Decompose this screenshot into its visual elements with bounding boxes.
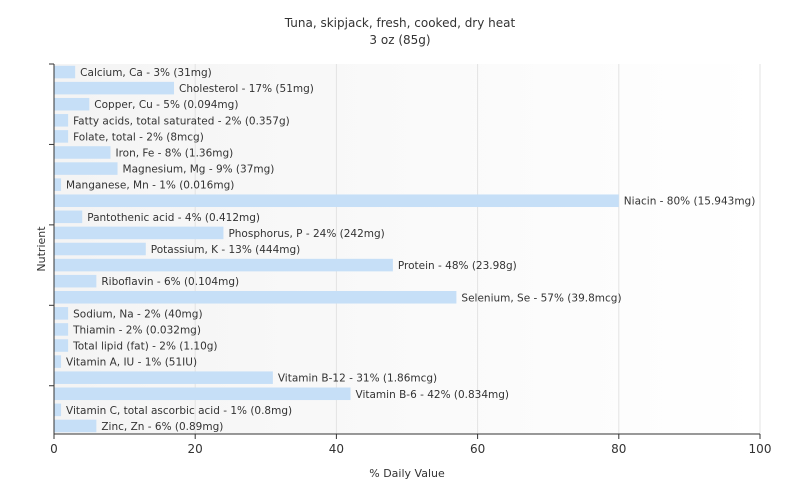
bar-label: Zinc, Zn - 6% (0.89mg)	[101, 421, 223, 433]
bar-label: Selenium, Se - 57% (39.8mcg)	[461, 292, 621, 304]
bar-label: Sodium, Na - 2% (40mg)	[73, 308, 202, 320]
bar-label: Calcium, Ca - 3% (31mg)	[80, 67, 212, 79]
bar-label: Copper, Cu - 5% (0.094mg)	[94, 99, 238, 111]
axes: 0 20 40 60 80 100	[49, 63, 772, 456]
bar-label: Iron, Fe - 8% (1.36mg)	[115, 147, 233, 159]
bar	[54, 130, 69, 143]
x-tick-label: 20	[188, 442, 203, 456]
y-axis-title: Nutrient	[35, 226, 48, 272]
bars	[54, 65, 619, 433]
bar	[54, 371, 273, 384]
chart-title: Tuna, skipjack, fresh, cooked, dry heat	[284, 16, 516, 30]
bar	[54, 307, 69, 320]
x-tick-label: 60	[470, 442, 485, 456]
bar-label: Fatty acids, total saturated - 2% (0.357…	[73, 115, 290, 127]
x-axis-title: % Daily Value	[369, 467, 445, 480]
bar	[54, 419, 97, 433]
bar-label: Protein - 48% (23.98g)	[398, 260, 517, 272]
chart-subtitle: 3 oz (85g)	[369, 33, 430, 47]
bar-labels: Calcium, Ca - 3% (31mg) Cholesterol - 17%…	[66, 67, 755, 433]
bar-label: Manganese, Mn - 1% (0.016mg)	[66, 180, 234, 192]
bar	[54, 323, 69, 336]
bar	[54, 258, 393, 272]
bar	[54, 274, 97, 288]
bar	[54, 290, 457, 304]
x-tick-label: 40	[329, 442, 344, 456]
bar	[54, 403, 62, 417]
bar-label: Vitamin A, IU - 1% (51IU)	[66, 357, 197, 369]
bar	[54, 226, 224, 240]
bar	[54, 97, 90, 111]
bar	[54, 355, 62, 368]
bar-label: Vitamin C, total ascorbic acid - 1% (0.8…	[66, 405, 292, 417]
x-tick-label: 0	[50, 442, 58, 456]
x-tick-label: 100	[749, 442, 772, 456]
bar	[54, 387, 351, 401]
bar-label: Niacin - 80% (15.943mg)	[624, 196, 756, 208]
bar-label: Folate, total - 2% (8mcg)	[73, 131, 204, 143]
bar-label: Thiamin - 2% (0.032mg)	[72, 324, 201, 336]
bar-label: Potassium, K - 13% (444mg)	[151, 244, 301, 256]
bar-label: Vitamin B-6 - 42% (0.834mg)	[356, 389, 510, 401]
bar	[54, 194, 619, 208]
bar-label: Magnesium, Mg - 9% (37mg)	[123, 164, 275, 176]
bar-label: Total lipid (fat) - 2% (1.10g)	[72, 341, 217, 353]
bar	[54, 114, 69, 127]
bar	[54, 210, 83, 224]
bar-label: Pantothenic acid - 4% (0.412mg)	[87, 212, 260, 224]
bar	[54, 339, 69, 352]
bar-label: Riboflavin - 6% (0.104mg)	[101, 276, 239, 288]
x-tick-label: 80	[611, 442, 626, 456]
bar-label: Phosphorus, P - 24% (242mg)	[228, 228, 384, 240]
bar	[54, 178, 62, 191]
bar-label: Cholesterol - 17% (51mg)	[179, 83, 314, 95]
bar	[54, 65, 76, 79]
bar	[54, 242, 146, 256]
bar	[54, 81, 175, 95]
bar-label: Vitamin B-12 - 31% (1.86mcg)	[278, 373, 437, 385]
bar	[54, 162, 118, 175]
bar	[54, 146, 111, 159]
